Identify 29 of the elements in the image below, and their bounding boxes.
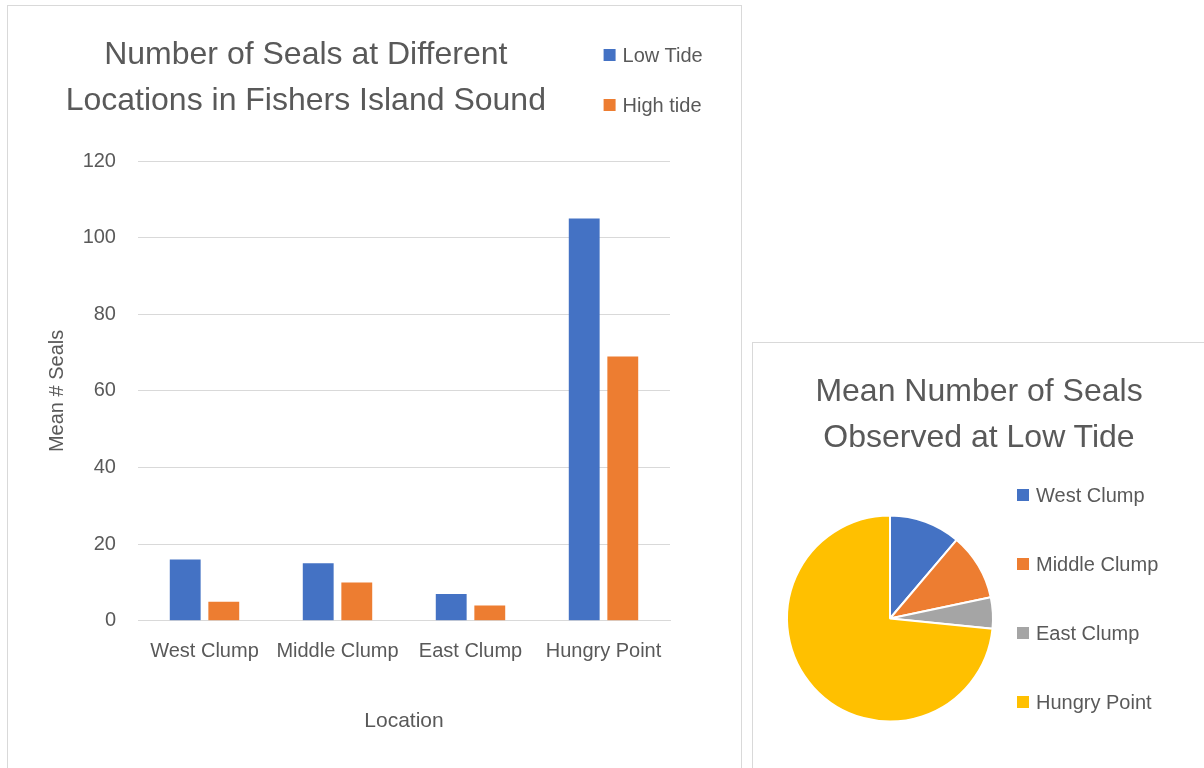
bar [208,601,240,621]
chart-title: Number of Seals at Different Locations in Fishers Island Sound [65,34,546,117]
chart-title: Mean Number of Seals Observed at Low Tide [815,371,1143,454]
x-axis-title: Location [364,708,444,732]
y-tick-label: 0 [104,608,116,631]
y-tick-label: 100 [82,225,116,248]
y-tick-label: 120 [82,148,116,171]
y-axis-title: Mean # Seals [44,329,67,453]
y-tick-label: 40 [93,455,116,478]
x-tick-label: Middle Clump [276,639,399,662]
x-tick-label: West Clump [150,639,259,662]
legend-label: Low Tide [622,43,703,66]
x-tick-label: Hungry Point [545,639,662,662]
bar [435,593,467,621]
x-tick-label: East Clump [418,639,523,662]
y-tick-label: 60 [93,378,116,401]
legend-label: West Clump [1036,483,1145,506]
y-tick-label: 20 [93,531,116,554]
bar [474,605,506,621]
bar [607,356,639,621]
bar [169,559,201,621]
bar [568,218,600,621]
legend-label: East Clump [1036,621,1140,644]
legend-label: High tide [622,93,702,116]
y-tick-label: 80 [93,301,116,324]
bar [341,582,373,621]
legend-label: Middle Clump [1036,552,1159,575]
legend-label: Hungry Point [1036,690,1153,713]
bar [302,563,334,621]
